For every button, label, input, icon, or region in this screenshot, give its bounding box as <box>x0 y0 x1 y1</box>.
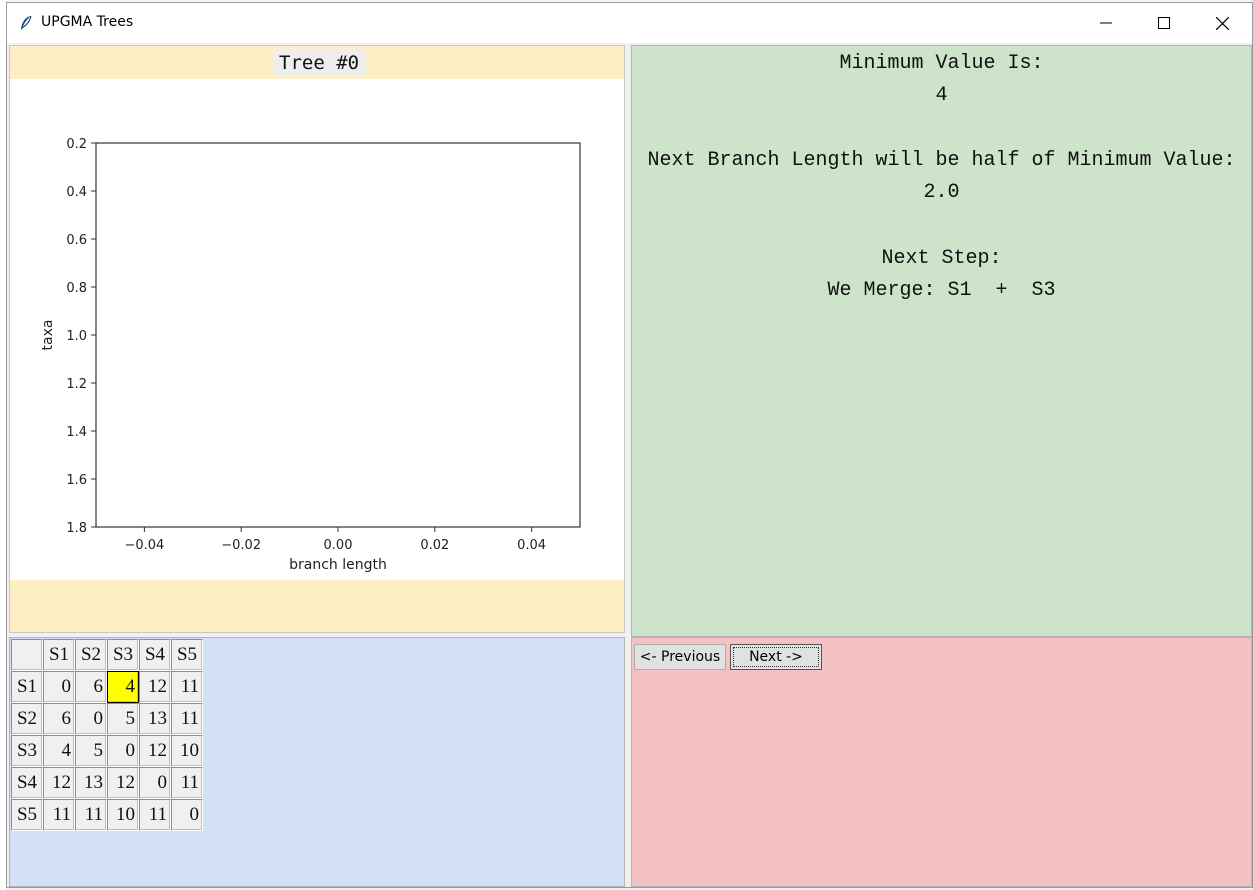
matrix-cell: 6 <box>43 703 75 735</box>
x-axis-label: branch length <box>289 557 387 573</box>
matrix-column-header: S5 <box>171 639 203 671</box>
x-tick-label: 0.04 <box>517 538 546 553</box>
matrix-row-header: S1 <box>11 671 43 703</box>
title-bar[interactable]: UPGMA Trees <box>7 3 1252 43</box>
plot-axes-frame <box>95 142 581 528</box>
matrix-cell: 0 <box>107 735 139 767</box>
matrix-row-header: S5 <box>11 799 43 831</box>
y-tick-label: 0.8 <box>66 281 87 296</box>
matrix-cell: 4 <box>43 735 75 767</box>
tree-footer <box>10 580 624 632</box>
matrix-cell: 12 <box>139 671 171 703</box>
matrix-cell: 11 <box>139 799 171 831</box>
minimize-button[interactable] <box>1077 3 1135 43</box>
y-tick-label: 0.2 <box>66 137 87 152</box>
distance-matrix: S1 S2 S3 S4 S5 S1 0 6 4 12 11 S2 6 0 5 13 11 S3 4 5 0 12 10 S4 1… <box>11 639 203 831</box>
maximize-button[interactable] <box>1135 3 1193 43</box>
matrix-cell: 11 <box>171 671 203 703</box>
tree-title: Tree #0 <box>273 50 366 76</box>
maximize-icon <box>1158 17 1170 29</box>
matrix-cell: 13 <box>139 703 171 735</box>
matrix-cell: 11 <box>171 703 203 735</box>
matrix-cell: 12 <box>107 767 139 799</box>
x-tick-label: −0.04 <box>124 538 164 553</box>
window-title: UPGMA Trees <box>41 14 134 30</box>
y-tick-label: 0.4 <box>66 185 87 200</box>
next-step-label: Next Step: <box>881 247 1002 270</box>
matrix-column-header: S2 <box>75 639 107 671</box>
y-tick-label: 1.8 <box>66 521 87 536</box>
y-tick-label: 1.2 <box>66 377 87 392</box>
y-axis-label: taxa <box>40 320 56 351</box>
matrix-column-header: S4 <box>139 639 171 671</box>
matrix-cell: 0 <box>43 671 75 703</box>
matrix-corner-cell <box>11 639 43 671</box>
y-tick-label: 1.6 <box>66 473 87 488</box>
matrix-row-header: S4 <box>11 767 43 799</box>
matrix-cell: 12 <box>139 735 171 767</box>
matrix-cell: 11 <box>171 767 203 799</box>
matrix-cell: 5 <box>75 735 107 767</box>
previous-button[interactable]: <- Previous <box>634 644 726 670</box>
info-panel: Minimum Value Is: 4 Next Branch Length w… <box>631 45 1252 637</box>
y-tick-label: 1.4 <box>66 425 87 440</box>
merge-text: We Merge: S1 + S3 <box>827 279 1056 302</box>
next-button[interactable]: Next -> <box>730 644 822 670</box>
x-tick-label: −0.02 <box>221 538 261 553</box>
feather-icon <box>21 15 32 30</box>
matrix-cell: 6 <box>75 671 107 703</box>
matrix-cell: 12 <box>43 767 75 799</box>
matrix-column-header: S3 <box>107 639 139 671</box>
matrix-cell: 0 <box>139 767 171 799</box>
matrix-cell: 4 <box>107 671 139 703</box>
tree-header: Tree #0 <box>10 46 624 79</box>
matrix-cell: 10 <box>171 735 203 767</box>
matrix-cell: 11 <box>43 799 75 831</box>
min-value-label: Minimum Value Is: <box>839 52 1044 75</box>
matrix-cell: 13 <box>75 767 107 799</box>
matrix-cell: 0 <box>75 703 107 735</box>
background-app-edge <box>0 0 6 890</box>
matrix-cell: 5 <box>107 703 139 735</box>
y-tick-label: 0.6 <box>66 233 87 248</box>
branch-length-label: Next Branch Length will be half of Minim… <box>647 149 1236 172</box>
matrix-column-header: S1 <box>43 639 75 671</box>
app-window: UPGMA Trees Tree #0 −0.04 −0.02 0.00 0.02 0.… <box>6 2 1253 888</box>
matrix-cell: 11 <box>75 799 107 831</box>
matrix-row-header: S2 <box>11 703 43 735</box>
close-button[interactable] <box>1193 3 1251 43</box>
close-icon <box>1215 16 1229 30</box>
navigation-panel: <- Previous Next -> <box>631 637 1252 887</box>
matrix-row-header: S3 <box>11 735 43 767</box>
minimize-icon <box>1100 22 1112 24</box>
x-tick-label: 0.00 <box>324 538 353 553</box>
matrix-cell: 10 <box>107 799 139 831</box>
tree-panel: Tree #0 −0.04 −0.02 0.00 0.02 0.04 0.2 0.4 0.6 0… <box>9 45 625 633</box>
branch-length-value: 2.0 <box>923 181 960 204</box>
y-tick-label: 1.0 <box>66 329 87 344</box>
distance-matrix-panel: S1 S2 S3 S4 S5 S1 0 6 4 12 11 S2 6 0 5 13 11 S3 4 5 0 12 10 S4 1… <box>9 637 625 887</box>
matrix-cell: 0 <box>171 799 203 831</box>
x-tick-label: 0.02 <box>420 538 449 553</box>
min-value: 4 <box>935 84 948 107</box>
tree-plot: −0.04 −0.02 0.00 0.02 0.04 0.2 0.4 0.6 0.8 1.0 1.2… <box>40 137 581 573</box>
